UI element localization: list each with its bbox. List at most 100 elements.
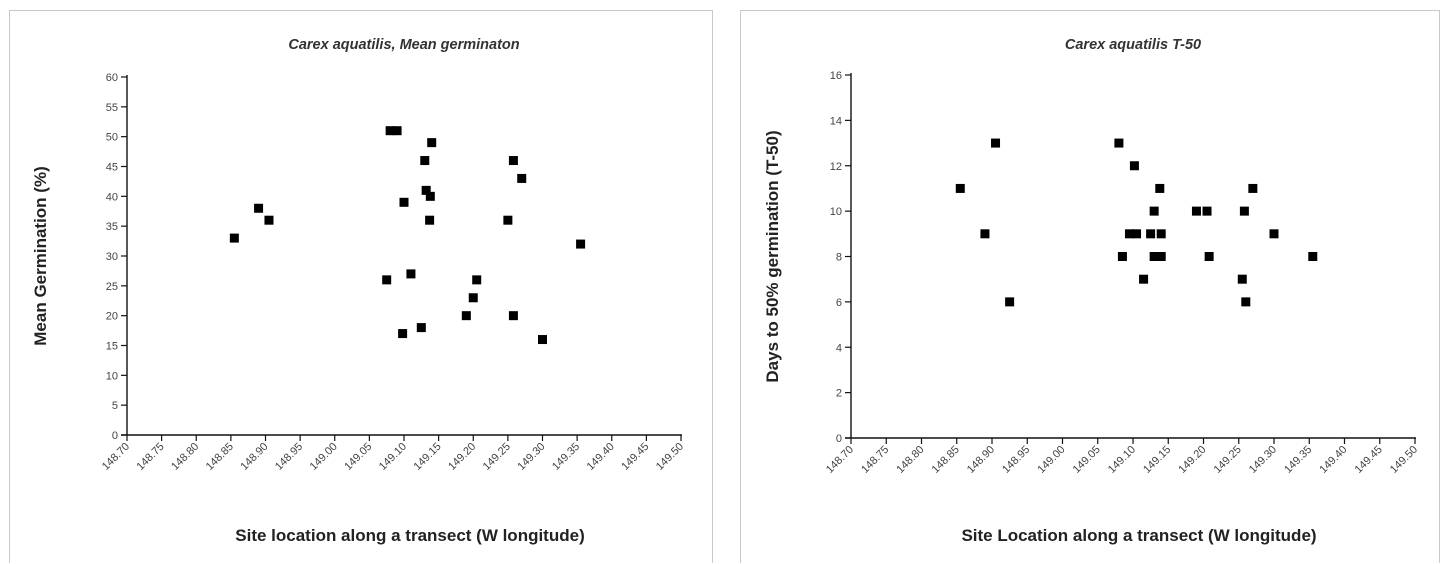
data-point (1156, 252, 1166, 261)
data-point (1237, 274, 1247, 284)
data-point (538, 335, 547, 345)
data-point (398, 329, 408, 339)
y-tick-label: 8 (836, 252, 842, 264)
data-point (229, 233, 239, 243)
x-tick-label: 149.15 (411, 441, 443, 473)
data-point (264, 215, 274, 225)
data-point (991, 138, 1001, 148)
x-tick-label: 148.95 (1000, 444, 1032, 476)
data-point (508, 156, 518, 166)
data-point (1191, 206, 1201, 216)
y-tick-label: 25 (106, 281, 118, 293)
x-tick-label: 148.90 (238, 441, 270, 473)
y-tick-label: 2 (836, 388, 842, 400)
data-point (1239, 206, 1249, 216)
y-tick-label: 16 (830, 70, 842, 82)
x-tick-label: 149.45 (1353, 444, 1385, 476)
x-tick-label: 149.50 (654, 441, 686, 473)
data-point (416, 323, 426, 333)
data-point (461, 311, 471, 321)
x-tick-label: 148.80 (894, 444, 926, 476)
data-point (1132, 229, 1142, 239)
x-tick-label: 149.05 (342, 441, 374, 473)
y-tick-label: 40 (106, 191, 118, 203)
x-tick-label: 149.40 (1317, 444, 1349, 476)
x-tick-label: 148.85 (204, 441, 236, 473)
x-tick-label: 149.50 (1388, 444, 1420, 476)
data-point (1204, 252, 1214, 261)
data-point (576, 239, 586, 249)
data-point (1308, 252, 1318, 261)
y-tick-label: 35 (106, 221, 118, 233)
data-point (420, 156, 430, 166)
t50-chart-panel: Carex aquatilis T-50 0 2 4 6 8 10 12 14 16 148.70 1… (740, 10, 1440, 563)
data-point (1149, 252, 1159, 261)
x-tick-label: 149.25 (481, 441, 513, 473)
data-point (1129, 161, 1139, 171)
data-point (1149, 206, 1159, 216)
data-point (468, 293, 478, 303)
data-point (382, 275, 392, 285)
data-point (955, 183, 965, 193)
x-tick-label: 149.20 (1176, 444, 1208, 476)
x-tick-label: 148.85 (930, 444, 962, 476)
data-point (406, 269, 416, 279)
x-tick-label: 148.80 (169, 441, 201, 473)
data-point (1146, 229, 1156, 239)
data-point (517, 173, 527, 183)
x-tick-label: 148.90 (965, 444, 997, 476)
y-tick-label: 0 (836, 433, 842, 445)
y-tick-label: 6 (836, 297, 842, 309)
x-tick-label: 149.40 (585, 441, 617, 473)
x-tick-label: 149.15 (1141, 444, 1173, 476)
data-point (980, 229, 990, 239)
x-tick-label: 149.35 (550, 441, 582, 473)
y-tick-label: 30 (106, 251, 118, 263)
data-point (1155, 183, 1165, 193)
data-point (427, 138, 437, 148)
y-tick-label: 10 (830, 206, 842, 218)
x-tick-label: 149.25 (1212, 444, 1244, 476)
x-tick-label: 149.05 (1071, 444, 1103, 476)
data-point (421, 185, 431, 195)
y-tick-label: 0 (112, 430, 118, 442)
x-tick-label: 148.75 (859, 444, 891, 476)
y-tick-label: 4 (836, 342, 842, 354)
data-point (1117, 252, 1127, 261)
x-tick-label: 149.10 (1106, 444, 1138, 476)
data-point (254, 203, 264, 213)
x-tick-label: 148.70 (824, 444, 856, 476)
data-point (1124, 229, 1134, 239)
y-axis-label: Mean Germination (%) (31, 166, 50, 345)
y-tick-label: 20 (106, 311, 118, 323)
data-point (425, 215, 435, 225)
x-tick-label: 149.30 (515, 441, 547, 473)
x-tick-label: 149.10 (377, 441, 409, 473)
y-tick-label: 45 (106, 162, 118, 174)
data-point (425, 191, 435, 201)
data-point (1156, 229, 1166, 239)
data-point (399, 197, 409, 207)
data-point (1114, 138, 1124, 148)
germination-scatter-chart: Carex aquatilis, Mean germinaton 0 5 10 15 20… (31, 37, 686, 545)
data-point (503, 215, 513, 225)
y-tick-label: 15 (106, 341, 118, 353)
y-tick-label: 10 (106, 370, 118, 382)
data-point (392, 126, 402, 136)
y-tick-label: 12 (830, 161, 842, 173)
x-tick-label: 149.35 (1282, 444, 1314, 476)
y-tick-label: 5 (112, 400, 118, 412)
germination-chart-panel: Carex aquatilis, Mean germinaton 0 5 10 15 20… (9, 10, 713, 563)
x-axis-label: Site location along a transect (W longit… (235, 526, 584, 545)
chart-title: Carex aquatilis, Mean germinaton (288, 37, 519, 53)
data-point (1202, 206, 1212, 216)
x-axis-label: Site Location along a transect (W longit… (961, 526, 1316, 545)
y-tick-label: 60 (106, 72, 118, 84)
x-tick-label: 148.70 (100, 441, 132, 473)
x-tick-label: 148.95 (273, 441, 305, 473)
data-point (385, 126, 395, 136)
x-tick-label: 149.20 (446, 441, 478, 473)
data-point (472, 275, 482, 285)
data-point (1005, 297, 1015, 307)
